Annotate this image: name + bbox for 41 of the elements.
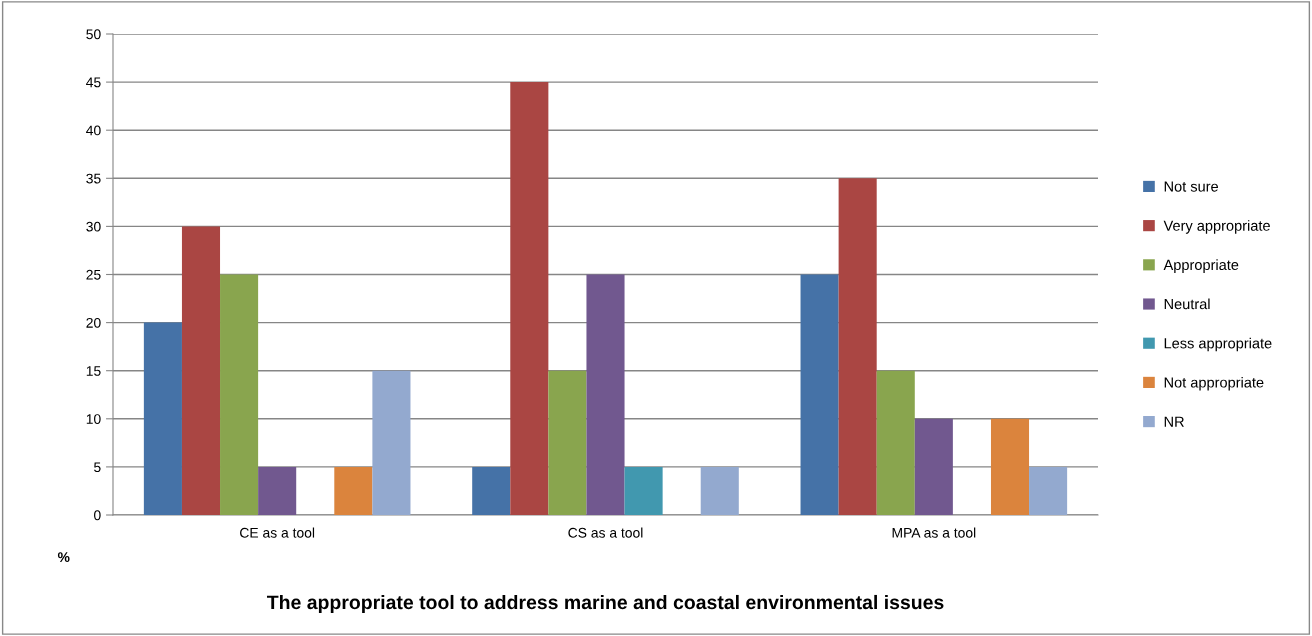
bar xyxy=(586,274,625,515)
y-tick-label: 0 xyxy=(94,510,101,521)
text: The appropriate tool to address marine and coastal environmental issues xyxy=(266,594,944,614)
y-axis-title: % xyxy=(57,552,70,562)
bar xyxy=(700,466,739,515)
y-tick-label: 35 xyxy=(86,173,101,184)
bar xyxy=(914,418,953,515)
bar xyxy=(334,466,373,515)
y-tick-label: 40 xyxy=(86,125,101,136)
legend-label: Neutral xyxy=(1164,298,1210,310)
legend-label: Less appropriate xyxy=(1164,337,1272,352)
legend-label: Very appropriate xyxy=(1163,220,1270,234)
bar xyxy=(548,370,587,515)
y-tick-label: 5 xyxy=(94,462,101,473)
bar xyxy=(258,466,297,515)
y-tick-label: 45 xyxy=(86,77,101,88)
y-tick-label: 30 xyxy=(86,221,101,232)
bar xyxy=(510,82,549,515)
legend-label: NR xyxy=(1164,416,1184,427)
x-tick-label: CS as a tool xyxy=(568,527,643,538)
y-tick-label: 25 xyxy=(86,269,101,280)
bar xyxy=(220,274,259,515)
bar xyxy=(181,226,221,515)
x-tick-label: MPA as a tool xyxy=(892,527,976,538)
bar xyxy=(624,466,663,515)
bar xyxy=(472,466,511,515)
bar xyxy=(1029,466,1068,515)
y-tick-label: 50 xyxy=(86,29,101,40)
bar xyxy=(876,370,915,515)
bar xyxy=(990,418,1030,515)
bar xyxy=(143,322,182,515)
legend-label: Not appropriate xyxy=(1164,376,1264,391)
y-tick-label: 15 xyxy=(86,366,101,376)
legend-label: Appropriate xyxy=(1163,259,1239,273)
bar xyxy=(372,370,411,515)
y-tick-label: 20 xyxy=(86,317,101,328)
y-tick-label: 10 xyxy=(86,414,101,424)
bar xyxy=(838,178,877,515)
bar xyxy=(800,274,839,515)
legend-label: Not sure xyxy=(1164,181,1219,192)
x-tick-label: CE as a tool xyxy=(240,527,315,538)
